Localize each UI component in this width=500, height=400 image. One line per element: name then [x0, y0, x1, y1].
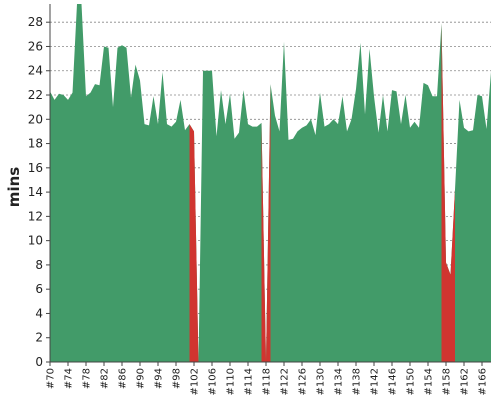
- x-tick-label: #110: [226, 368, 237, 395]
- x-tick-label: #158: [442, 368, 453, 395]
- x-tick-label: #162: [460, 368, 471, 395]
- x-tick-label: #150: [406, 368, 417, 395]
- y-axis-label: mins: [5, 167, 23, 207]
- x-tick-label: #126: [298, 368, 309, 395]
- x-tick-label: #134: [334, 368, 345, 395]
- y-tick-label: 10: [28, 234, 43, 248]
- x-tick-label: #154: [424, 368, 435, 395]
- y-tick-label: 20: [28, 112, 43, 126]
- x-tick-label: #90: [136, 368, 147, 389]
- x-tick-label: #118: [262, 368, 273, 395]
- x-tick-label: #70: [46, 368, 57, 389]
- y-tick-label: 0: [35, 355, 43, 369]
- x-tick-label: #78: [82, 368, 93, 389]
- y-tick-label: 16: [28, 161, 43, 175]
- x-tick-label: #166: [478, 368, 489, 395]
- x-tick-labels: #70 #74 #78 #82 #86 #90 #94 #98 #102 #106 #110 #114…: [46, 368, 489, 395]
- x-tick-label: #130: [316, 368, 327, 395]
- series-area-failed: [189, 124, 199, 363]
- y-tick-label: 26: [28, 39, 43, 53]
- axes: [46, 4, 491, 366]
- x-tick-label: #106: [208, 368, 219, 395]
- y-tick-label: 24: [28, 64, 43, 78]
- y-tick-label: 22: [28, 88, 43, 102]
- x-tick-label: #138: [352, 368, 363, 395]
- x-tick-label: #102: [190, 368, 201, 395]
- y-tick-label: 2: [35, 331, 43, 345]
- x-tick-label: #142: [370, 368, 381, 395]
- y-tick-label: 12: [28, 209, 43, 223]
- y-tick-label: 6: [35, 282, 43, 296]
- x-tick-label: #122: [280, 368, 291, 395]
- series-area-failed: [261, 84, 271, 363]
- y-tick-label: 14: [28, 185, 43, 199]
- x-tick-label: #114: [244, 368, 255, 395]
- x-tick-label: #74: [64, 368, 75, 389]
- x-tick-label: #98: [172, 368, 183, 389]
- x-tick-label: #146: [388, 368, 399, 395]
- x-tick-label: #86: [118, 368, 129, 389]
- y-tick-label: 18: [28, 137, 43, 151]
- y-tick-label: 8: [35, 258, 43, 272]
- x-tick-label: #82: [100, 368, 111, 389]
- y-tick-label: 28: [28, 15, 43, 29]
- y-tick-label: 4: [35, 306, 43, 320]
- plot-area: [50, 4, 491, 363]
- series-area-failed: [441, 23, 455, 362]
- x-tick-label: #94: [154, 368, 165, 389]
